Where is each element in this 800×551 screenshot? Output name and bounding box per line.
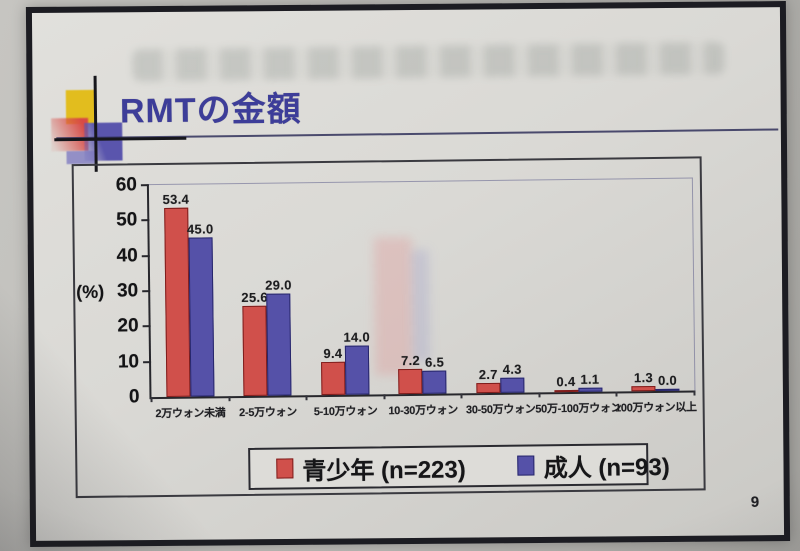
category-label: 10-30万ウォン bbox=[384, 401, 462, 418]
bar-youth[interactable]: 1.3 bbox=[631, 370, 656, 392]
bar-value-label: 25.6 bbox=[241, 289, 268, 305]
bar-youth[interactable]: 7.2 bbox=[398, 352, 423, 395]
x-tick-mark bbox=[460, 393, 463, 399]
bar-youth[interactable]: 9.4 bbox=[320, 346, 346, 396]
bar-value-label: 14.0 bbox=[343, 329, 371, 345]
bar-value-label: 1.1 bbox=[580, 371, 600, 388]
bar-value-label: 45.0 bbox=[186, 221, 214, 237]
y-tick-mark bbox=[143, 360, 152, 363]
x-tick-mark bbox=[615, 391, 618, 397]
bar-group: 1.3 0.0 bbox=[614, 179, 694, 392]
x-tick-mark bbox=[150, 397, 153, 403]
legend-item-youth: 青少年 (n=223) bbox=[276, 449, 466, 486]
slide-title: RMTの金額 bbox=[119, 90, 302, 131]
category-label: 30-50万ウォン bbox=[462, 400, 540, 417]
decoration-blue-tail bbox=[66, 150, 97, 165]
category-label: 5-10万ウォン bbox=[307, 402, 385, 419]
y-tick-mark bbox=[141, 219, 150, 222]
bar-adult[interactable]: 14.0 bbox=[343, 329, 370, 395]
category-label: 2万ウォン未満 bbox=[152, 404, 230, 421]
legend-swatch bbox=[276, 458, 294, 479]
slide-content: RMTの金額 (%) 2万ウォン未満 2-5万ウォン 5-10万ウォン 10-30万ウ… bbox=[31, 5, 785, 542]
legend-label: 成人 (n=93) bbox=[543, 453, 670, 482]
plot-area: (%) 2万ウォン未満 2-5万ウォン 5-10万ウォン 10-30万ウォン 30-50… bbox=[76, 174, 697, 420]
bar-value-label: 9.4 bbox=[323, 345, 343, 361]
slide-page: RMTの金額 (%) 2万ウォン未満 2-5万ウォン 5-10万ウォン 10-30万ウ… bbox=[25, 1, 791, 547]
category-label-text: 2-5万ウォン bbox=[239, 406, 298, 420]
bar-adult[interactable]: 6.5 bbox=[422, 355, 447, 394]
legend-swatch bbox=[517, 455, 535, 476]
x-tick-mark bbox=[693, 390, 696, 396]
y-tick-label: 50 bbox=[116, 209, 138, 231]
bar-value-label: 4.3 bbox=[502, 361, 522, 377]
x-axis-labels: 2万ウォン未満 2-5万ウォン 5-10万ウォン 10-30万ウォン 30-50万ウォン… bbox=[152, 399, 697, 424]
y-tick-mark bbox=[142, 290, 151, 293]
y-tick-label: 60 bbox=[115, 174, 138, 196]
bar-group: 53.4 45.0 bbox=[149, 184, 229, 397]
x-tick-mark bbox=[383, 394, 386, 400]
page-number: 9 bbox=[750, 493, 760, 511]
bar-youth[interactable]: 2.7 bbox=[476, 367, 501, 394]
chart-legend: 青少年 (n=223) 成人 (n=93) bbox=[248, 443, 670, 490]
y-tick-label: 10 bbox=[117, 350, 140, 373]
x-tick-mark bbox=[305, 395, 308, 401]
category-label: 50万-100万ウォン bbox=[535, 399, 621, 416]
bar-group: 7.2 6.5 bbox=[382, 181, 462, 395]
category-label: 100万ウォン以上 bbox=[614, 399, 697, 416]
bar-group: 25.6 29.0 bbox=[226, 183, 306, 397]
bar-value-label: 29.0 bbox=[265, 276, 292, 293]
x-tick-mark bbox=[228, 396, 231, 402]
category-label-text: 10-30万ウォン bbox=[388, 404, 458, 418]
chart-frame: (%) 2万ウォン未満 2-5万ウォン 5-10万ウォン 10-30万ウォン 30-50… bbox=[71, 156, 706, 499]
bar-adult[interactable]: 45.0 bbox=[187, 221, 215, 397]
y-tick-label: 20 bbox=[117, 315, 139, 337]
bar-value-label: 0.4 bbox=[556, 373, 576, 390]
bar-value-label: 2.7 bbox=[478, 367, 498, 383]
legend-label: 青少年 (n=223) bbox=[302, 455, 466, 485]
bar-value-label: 6.5 bbox=[424, 354, 445, 370]
y-tick-mark bbox=[140, 184, 149, 187]
bar-adult[interactable]: 4.3 bbox=[500, 361, 525, 393]
category-label-text: 5-10万ウォン bbox=[313, 405, 378, 419]
y-tick-label: 40 bbox=[116, 244, 138, 267]
y-tick-label: 30 bbox=[116, 280, 139, 302]
bar-adult[interactable]: 1.1 bbox=[578, 372, 603, 392]
bar-value-label: 53.4 bbox=[162, 191, 190, 208]
category-label-text: 100万ウォン以上 bbox=[614, 401, 697, 415]
bar-value-label: 1.3 bbox=[633, 370, 654, 386]
category-label-text: 50万-100万ウォン bbox=[535, 402, 622, 416]
decoration-red-square bbox=[51, 117, 89, 152]
ghost-bleed-through-text bbox=[132, 42, 725, 82]
bar-value-label: 7.2 bbox=[400, 352, 421, 368]
x-tick-mark bbox=[538, 392, 541, 398]
bar-value-label: 0.0 bbox=[657, 372, 678, 388]
y-axis-unit-label: (%) bbox=[76, 281, 105, 303]
y-tick-label: 0 bbox=[128, 386, 140, 408]
category-label-text: 2万ウォン未満 bbox=[155, 407, 226, 421]
y-tick-mark bbox=[141, 254, 150, 257]
category-label-text: 30-50万ウォン bbox=[465, 403, 536, 417]
category-label: 2-5万ウォン bbox=[229, 403, 307, 420]
bar-group: 9.4 14.0 bbox=[304, 182, 384, 396]
bar-group: 2.7 4.3 bbox=[459, 180, 539, 394]
bar-youth[interactable]: 0.4 bbox=[554, 374, 579, 393]
bar-youth[interactable]: 25.6 bbox=[241, 289, 268, 397]
bar-adult[interactable]: 29.0 bbox=[265, 277, 292, 396]
bar-group: 0.4 1.1 bbox=[537, 179, 617, 393]
bar-adult[interactable]: 0.0 bbox=[655, 373, 680, 391]
y-tick-mark bbox=[142, 325, 151, 328]
legend-item-adult: 成人 (n=93) bbox=[517, 446, 670, 483]
